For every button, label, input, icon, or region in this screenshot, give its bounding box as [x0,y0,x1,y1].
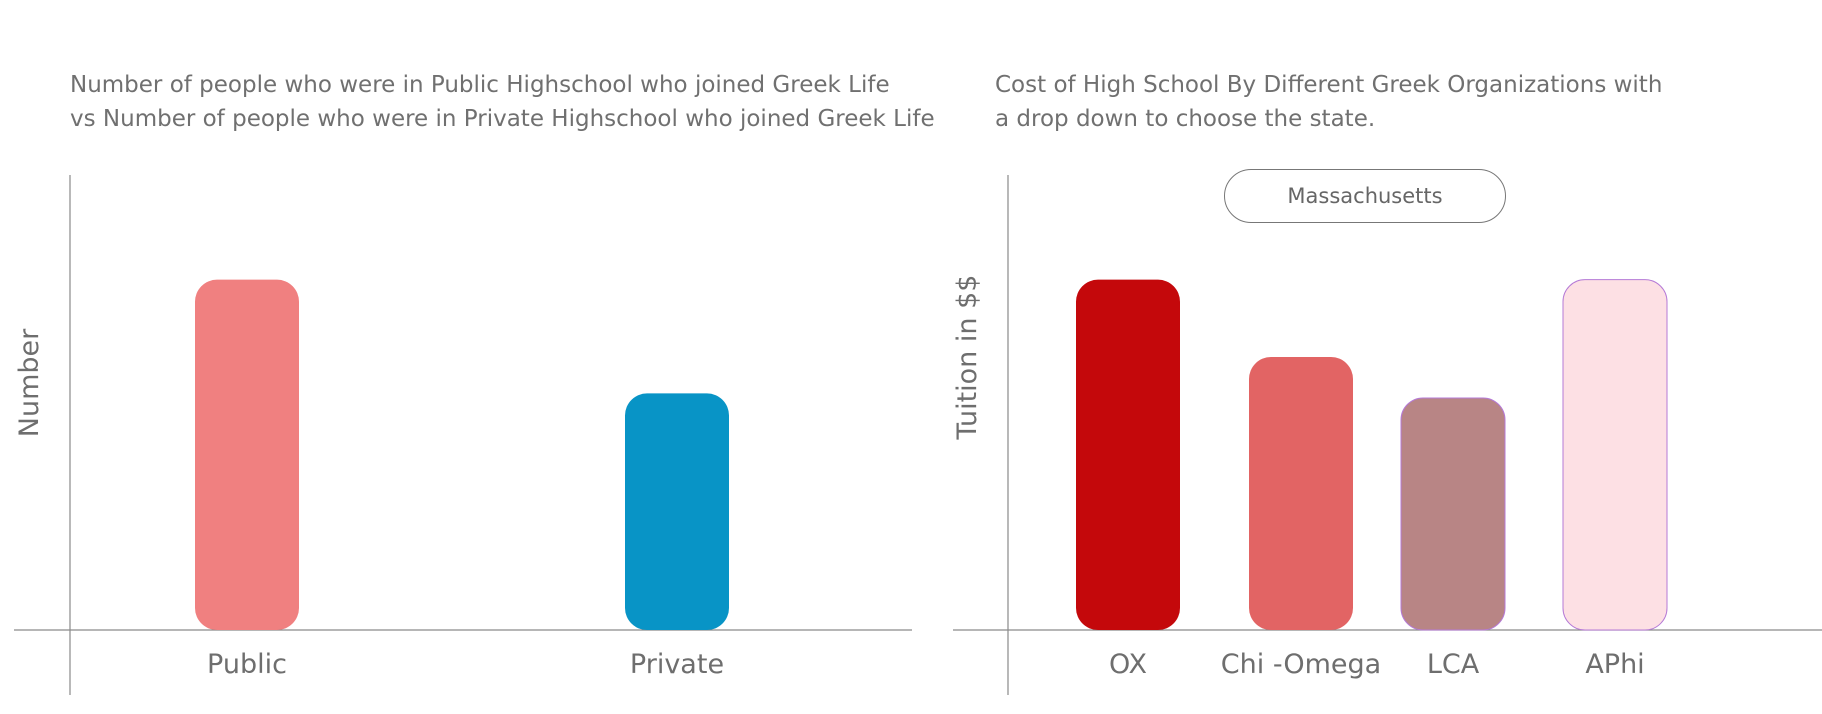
right-chart-title-line-2: a drop down to choose the state. [995,106,1376,132]
left-chart-title-line-2: vs Number of people who were in Private … [70,106,935,132]
left-y-axis-title: Number [14,328,45,437]
right-bar-chi-omega [1249,357,1353,630]
left-chart-title: Number of people who were in Public High… [70,68,935,136]
left-bar-public [195,279,299,630]
left-tick-label: Private [630,649,724,680]
right-tick-label: OX [1109,649,1147,680]
right-y-axis-title: Tuition in $$ [952,275,983,441]
right-tick-label: Chi -Omega [1221,649,1381,680]
left-tick-label: Public [207,649,287,680]
right-tick-label: APhi [1585,649,1644,680]
right-chart-title-line-1: Cost of High School By Different Greek O… [995,72,1663,98]
left-chart-title-line-1: Number of people who were in Public High… [70,72,890,98]
state-dropdown-value: Massachusetts [1287,184,1443,208]
right-bar-ox [1076,279,1180,630]
right-chart-title: Cost of High School By Different Greek O… [995,68,1662,136]
right-tick-label: LCA [1427,649,1480,680]
left-bar-private [625,393,729,630]
right-bar-lca [1400,397,1506,631]
state-dropdown[interactable]: Massachusetts [1224,169,1506,223]
right-bar-aphi [1562,279,1668,631]
